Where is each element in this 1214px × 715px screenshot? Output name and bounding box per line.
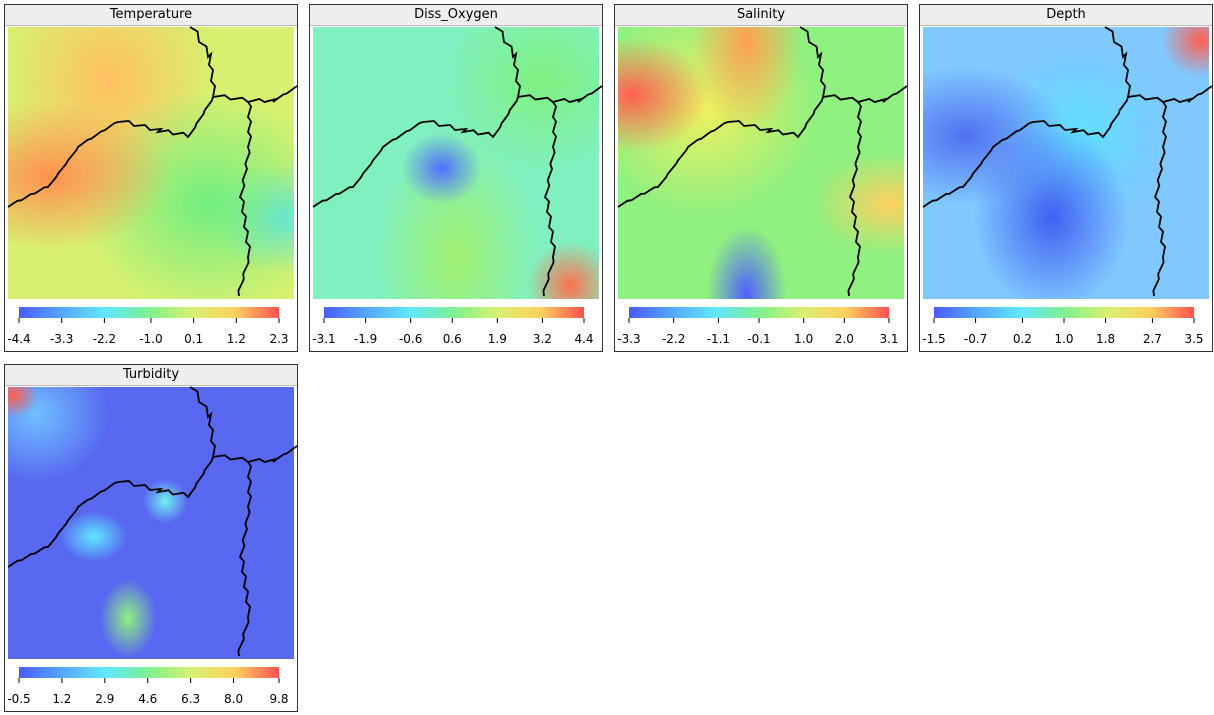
colorbar-tick-label: -4.4 (7, 332, 30, 346)
cluster-boundary (312, 26, 521, 208)
panel-title: Salinity (615, 5, 907, 26)
overlay: -4.4 -3.3 -2.2 -1.0 0.1 1.2 2.3 (7, 26, 297, 346)
overlay: -1.5 -0.7 0.2 1.0 1.8 2.7 3.5 (922, 26, 1212, 346)
panel: Diss_Oxygen -3.1 -1.9 -0.6 0.6 1.9 3.2 4.4 (309, 4, 603, 352)
colorbar-tick-label: -0.1 (747, 332, 770, 346)
panel: Salinity -3.3 -2.2 -1.1 -0.1 1.0 2.0 3.1 (614, 4, 908, 352)
cluster-boundary (237, 461, 252, 657)
colorbar-tick-label: 0.6 (443, 332, 462, 346)
cluster-boundary (1127, 85, 1212, 103)
colorbar-tick-label: 3.2 (533, 332, 552, 346)
colorbar-tick-label: 1.0 (1054, 332, 1073, 346)
colorbar-tick-label: -3.3 (50, 332, 73, 346)
colorbar (629, 307, 889, 318)
colorbar-tick-label: -0.6 (399, 332, 422, 346)
colorbar-tick-label: 2.7 (1143, 332, 1162, 346)
colorbar (324, 307, 584, 318)
colorbar-tick-label: -3.3 (617, 332, 640, 346)
panel-title: Diss_Oxygen (310, 5, 602, 26)
colorbar-tick-label: 1.9 (488, 332, 507, 346)
colorbar-tick-label: 4.4 (574, 332, 593, 346)
colorbar-tick-label: 2.3 (269, 332, 288, 346)
colorbar-tick-label: -0.7 (964, 332, 987, 346)
colorbar-tick-label: 8.0 (224, 692, 243, 706)
cluster-boundary (542, 101, 557, 297)
colorbar-tick-label: 1.2 (52, 692, 71, 706)
colorbar-tick-label: -1.0 (139, 332, 162, 346)
colorbar-tick-label: 0.2 (1013, 332, 1032, 346)
colorbar-tick-label: 6.3 (181, 692, 200, 706)
colorbar-tick-label: -1.1 (707, 332, 730, 346)
colorbar (934, 307, 1194, 318)
cluster-boundary (617, 26, 826, 208)
colorbar (19, 667, 279, 678)
panel: Depth -1.5 -0.7 0.2 1.0 1.8 2.7 3.5 (919, 4, 1213, 352)
colorbar-tick-label: 1.8 (1096, 332, 1115, 346)
colorbar-tick-label: -3.1 (312, 332, 335, 346)
panel: Temperature -4.4 -3.3 -2.2 -1.0 0.1 1.2 2.3 (4, 4, 298, 352)
panel-title: Depth (920, 5, 1212, 26)
colorbar-tick-label: 3.5 (1184, 332, 1203, 346)
colorbar (19, 307, 279, 318)
panel-title: Turbidity (5, 365, 297, 386)
colorbar-tick-label: -2.2 (662, 332, 685, 346)
cluster-boundary (517, 85, 602, 103)
colorbar-tick-label: -1.9 (354, 332, 377, 346)
panel-title: Temperature (5, 5, 297, 26)
colorbar-tick-label: -1.5 (922, 332, 945, 346)
colorbar-tick-label: 0.1 (184, 332, 203, 346)
colorbar-tick-label: 2.0 (835, 332, 854, 346)
cluster-boundary (922, 26, 1131, 208)
cluster-boundary (7, 26, 216, 208)
overlay: -3.1 -1.9 -0.6 0.6 1.9 3.2 4.4 (312, 26, 602, 346)
cluster-boundary (237, 101, 252, 297)
cluster-boundary (847, 101, 862, 297)
colorbar-tick-label: 3.1 (879, 332, 898, 346)
cluster-boundary (212, 445, 297, 463)
cluster-boundary (7, 386, 216, 568)
colorbar-tick-label: 9.8 (269, 692, 288, 706)
panel: Turbidity -0.5 1.2 2.9 4.6 6.3 8.0 9.8 (4, 364, 298, 712)
overlay: -0.5 1.2 2.9 4.6 6.3 8.0 9.8 (7, 386, 297, 706)
overlay: -3.3 -2.2 -1.1 -0.1 1.0 2.0 3.1 (617, 26, 907, 346)
colorbar-tick-label: -0.5 (7, 692, 30, 706)
colorbar-tick-label: 1.0 (794, 332, 813, 346)
colorbar-tick-label: 2.9 (95, 692, 114, 706)
colorbar-tick-label: 1.2 (227, 332, 246, 346)
colorbar-tick-label: 4.6 (138, 692, 157, 706)
colorbar-tick-label: -2.2 (93, 332, 116, 346)
cluster-boundary (212, 85, 297, 103)
cluster-boundary (822, 85, 907, 103)
cluster-boundary (1152, 101, 1167, 297)
